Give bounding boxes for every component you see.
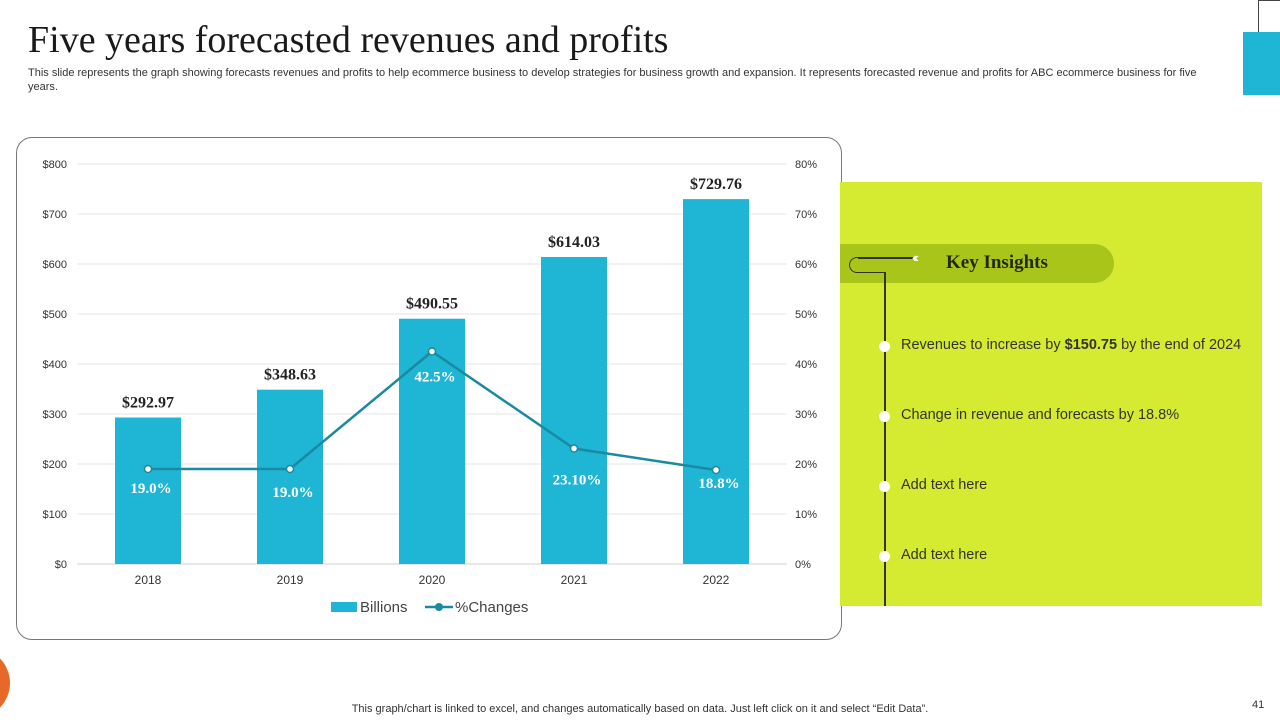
- y-left-tick-label: $0: [55, 559, 67, 571]
- orange-circle-decoration: [0, 648, 10, 718]
- legend-line-point: [435, 603, 443, 611]
- chevrons-left-icon: ‹‹‹: [912, 250, 919, 265]
- y-left-tick-label: $300: [43, 409, 67, 421]
- y-left-tick-label: $200: [43, 459, 67, 471]
- bullet-dot-icon: [879, 341, 890, 352]
- x-tick-label: 2019: [277, 573, 304, 587]
- line-value-label: 42.5%: [414, 370, 455, 386]
- y-left-tick-label: $500: [43, 309, 67, 321]
- line-point: [427, 347, 437, 356]
- bar-2022: [683, 199, 749, 564]
- insight-item: Add text here: [901, 477, 987, 493]
- insight-item: Revenues to increase by $150.75 by the e…: [901, 337, 1241, 353]
- y-right-tick-label: 40%: [795, 359, 817, 371]
- y-right-tick-label: 80%: [795, 159, 817, 171]
- y-right-tick-label: 0%: [795, 559, 811, 571]
- bullet-dot-icon: [879, 411, 890, 422]
- bar-value-label: $348.63: [264, 367, 316, 384]
- y-right-tick-label: 20%: [795, 459, 817, 471]
- y-right-tick-label: 70%: [795, 209, 817, 221]
- insight-text: Change in revenue and forecasts by 18.8%: [901, 407, 1180, 423]
- line-point: [143, 464, 153, 474]
- y-left-tick-label: $100: [43, 509, 67, 521]
- line-value-label: 19.0%: [130, 481, 171, 497]
- corner-accent-block: [1243, 32, 1280, 95]
- line-value-label: 18.8%: [698, 476, 739, 492]
- x-tick-label: 2021: [561, 573, 588, 587]
- footer-note: This graph/chart is linked to excel, and…: [351, 703, 929, 715]
- insight-text-suffix: by the end of 2024: [1117, 337, 1242, 353]
- line-point: [569, 444, 579, 453]
- bar-value-label: $614.03: [548, 234, 600, 251]
- bar-2019: [257, 389, 323, 564]
- insight-item: Change in revenue and forecasts by 18.8%: [901, 407, 1179, 423]
- x-tick-label: 2022: [703, 573, 730, 587]
- bar-2020: [399, 318, 465, 564]
- y-right-tick-label: 50%: [795, 309, 817, 321]
- y-right-tick-label: 30%: [795, 409, 817, 421]
- legend-label: Billions: [360, 599, 408, 616]
- legend-bar-swatch: [331, 602, 357, 612]
- slide-subtitle: This slide represents the graph showing …: [28, 67, 1197, 93]
- insight-highlight: $150.75: [1064, 337, 1118, 353]
- line-point: [711, 465, 721, 475]
- bar-2021: [541, 256, 607, 564]
- bullet-dot-icon: [879, 551, 890, 562]
- line-value-label: 19.0%: [272, 485, 313, 501]
- timeline-line: [884, 272, 886, 606]
- insights-title: Key Insights: [946, 252, 1048, 273]
- y-left-tick-label: $700: [43, 209, 67, 221]
- insight-text: Add text here: [901, 547, 988, 563]
- x-tick-label: 2020: [419, 573, 446, 587]
- bar-value-label: $729.76: [690, 176, 742, 193]
- page-number: 41: [1252, 699, 1265, 711]
- y-left-tick-label: $400: [43, 359, 67, 371]
- y-right-tick-label: 60%: [795, 259, 817, 271]
- connector-line: [858, 257, 913, 259]
- bar-2018: [115, 417, 181, 564]
- bar-value-label: $292.97: [122, 395, 174, 412]
- y-left-tick-label: $600: [43, 259, 67, 271]
- combo-chart[interactable]: $0 $100 $200 $300 $400 $500 $600 $700 $800 0% 10% 2…: [17, 138, 843, 641]
- x-tick-label: 2018: [135, 573, 162, 587]
- insight-item: Add text here: [901, 547, 987, 563]
- bullet-dot-icon: [879, 481, 890, 492]
- slide-title: Five years forecasted revenues and profi…: [28, 19, 669, 61]
- y-right-tick-label: 10%: [795, 509, 817, 521]
- insight-text: Revenues to increase by: [901, 337, 1065, 353]
- chart-container[interactable]: $0 $100 $200 $300 $400 $500 $600 $700 $800 0% 10% 2…: [16, 137, 842, 640]
- line-value-label: 23.10%: [553, 473, 602, 489]
- bar-value-label: $490.55: [406, 296, 458, 313]
- connector-hook: [849, 257, 885, 273]
- legend-label: %Changes: [455, 599, 528, 616]
- line-point: [285, 464, 295, 474]
- insight-text: Add text here: [901, 477, 988, 493]
- y-left-tick-label: $800: [43, 159, 67, 171]
